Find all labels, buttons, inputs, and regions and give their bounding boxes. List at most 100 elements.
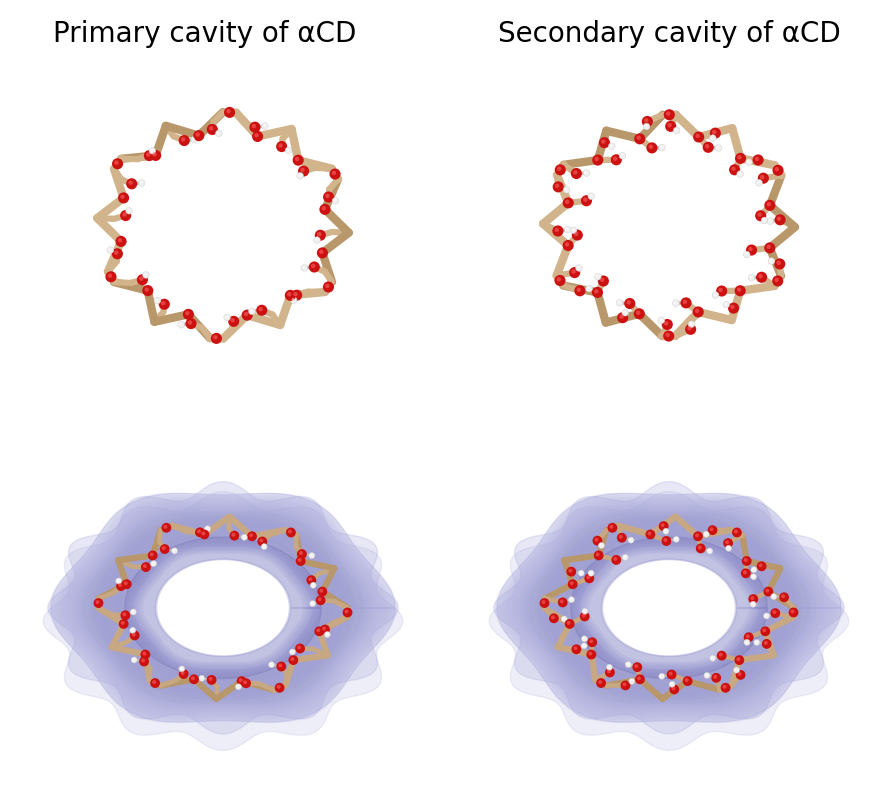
Circle shape bbox=[299, 551, 303, 555]
Circle shape bbox=[756, 180, 763, 186]
Circle shape bbox=[199, 675, 205, 681]
Polygon shape bbox=[48, 481, 399, 734]
Circle shape bbox=[723, 539, 733, 548]
Circle shape bbox=[732, 527, 742, 538]
Circle shape bbox=[138, 180, 145, 186]
Circle shape bbox=[764, 613, 770, 619]
Circle shape bbox=[590, 194, 592, 197]
Circle shape bbox=[191, 676, 195, 680]
Circle shape bbox=[540, 598, 549, 608]
Circle shape bbox=[632, 663, 642, 672]
Circle shape bbox=[144, 150, 155, 161]
Polygon shape bbox=[537, 517, 801, 699]
Circle shape bbox=[107, 246, 114, 254]
Circle shape bbox=[153, 680, 156, 684]
Circle shape bbox=[155, 299, 158, 301]
Circle shape bbox=[607, 666, 610, 668]
Circle shape bbox=[120, 610, 130, 620]
Circle shape bbox=[200, 676, 202, 679]
Circle shape bbox=[249, 308, 255, 315]
Circle shape bbox=[682, 299, 687, 304]
Circle shape bbox=[576, 287, 581, 292]
Circle shape bbox=[95, 600, 100, 604]
Circle shape bbox=[763, 629, 766, 632]
Circle shape bbox=[750, 601, 756, 607]
Circle shape bbox=[108, 274, 112, 278]
Polygon shape bbox=[533, 514, 805, 701]
Circle shape bbox=[609, 525, 614, 529]
Circle shape bbox=[574, 646, 577, 650]
Circle shape bbox=[753, 155, 764, 166]
Circle shape bbox=[630, 679, 632, 682]
Polygon shape bbox=[497, 494, 841, 721]
Circle shape bbox=[122, 213, 127, 217]
Circle shape bbox=[741, 568, 751, 578]
Polygon shape bbox=[80, 511, 366, 704]
Circle shape bbox=[130, 609, 136, 615]
Polygon shape bbox=[49, 493, 397, 722]
Polygon shape bbox=[494, 481, 845, 734]
Circle shape bbox=[688, 326, 692, 330]
Circle shape bbox=[565, 619, 574, 629]
Circle shape bbox=[261, 543, 268, 550]
Circle shape bbox=[154, 297, 161, 303]
Circle shape bbox=[636, 311, 640, 315]
Circle shape bbox=[565, 242, 569, 246]
Circle shape bbox=[291, 290, 302, 301]
Circle shape bbox=[752, 568, 755, 571]
Circle shape bbox=[112, 159, 123, 169]
Circle shape bbox=[673, 536, 679, 543]
Polygon shape bbox=[88, 516, 358, 700]
Circle shape bbox=[710, 655, 715, 661]
Circle shape bbox=[660, 675, 663, 677]
Circle shape bbox=[747, 160, 749, 163]
Circle shape bbox=[145, 287, 149, 291]
Circle shape bbox=[566, 228, 568, 230]
Circle shape bbox=[582, 609, 588, 614]
Circle shape bbox=[200, 530, 210, 539]
Polygon shape bbox=[549, 523, 789, 692]
Circle shape bbox=[224, 314, 230, 320]
Circle shape bbox=[180, 667, 183, 670]
Circle shape bbox=[674, 538, 677, 540]
Circle shape bbox=[213, 335, 218, 340]
Circle shape bbox=[760, 626, 770, 636]
Circle shape bbox=[224, 107, 235, 118]
Circle shape bbox=[115, 236, 127, 247]
Circle shape bbox=[344, 609, 349, 613]
Circle shape bbox=[621, 680, 631, 691]
Circle shape bbox=[774, 258, 785, 270]
Circle shape bbox=[140, 650, 150, 659]
Circle shape bbox=[754, 639, 760, 646]
Circle shape bbox=[633, 308, 645, 320]
Circle shape bbox=[755, 641, 757, 643]
Circle shape bbox=[774, 278, 779, 282]
Circle shape bbox=[648, 145, 653, 149]
Text: Secondary cavity of αCD: Secondary cavity of αCD bbox=[498, 20, 840, 48]
Circle shape bbox=[316, 596, 326, 605]
Circle shape bbox=[588, 570, 594, 576]
Polygon shape bbox=[545, 521, 793, 695]
Circle shape bbox=[326, 633, 328, 635]
Circle shape bbox=[94, 598, 103, 608]
Circle shape bbox=[181, 671, 185, 675]
Polygon shape bbox=[44, 492, 403, 750]
Polygon shape bbox=[74, 508, 372, 708]
Circle shape bbox=[764, 242, 775, 254]
Polygon shape bbox=[72, 507, 374, 708]
Circle shape bbox=[252, 124, 256, 128]
Circle shape bbox=[685, 324, 697, 335]
Circle shape bbox=[751, 574, 756, 580]
Circle shape bbox=[634, 664, 639, 668]
Polygon shape bbox=[105, 524, 341, 691]
Polygon shape bbox=[78, 510, 368, 705]
Circle shape bbox=[623, 555, 628, 560]
Circle shape bbox=[729, 164, 740, 175]
Circle shape bbox=[607, 523, 617, 533]
Circle shape bbox=[151, 560, 157, 567]
Circle shape bbox=[317, 629, 320, 632]
Circle shape bbox=[150, 552, 153, 556]
Circle shape bbox=[648, 531, 651, 535]
Circle shape bbox=[584, 573, 594, 584]
Circle shape bbox=[191, 136, 197, 142]
